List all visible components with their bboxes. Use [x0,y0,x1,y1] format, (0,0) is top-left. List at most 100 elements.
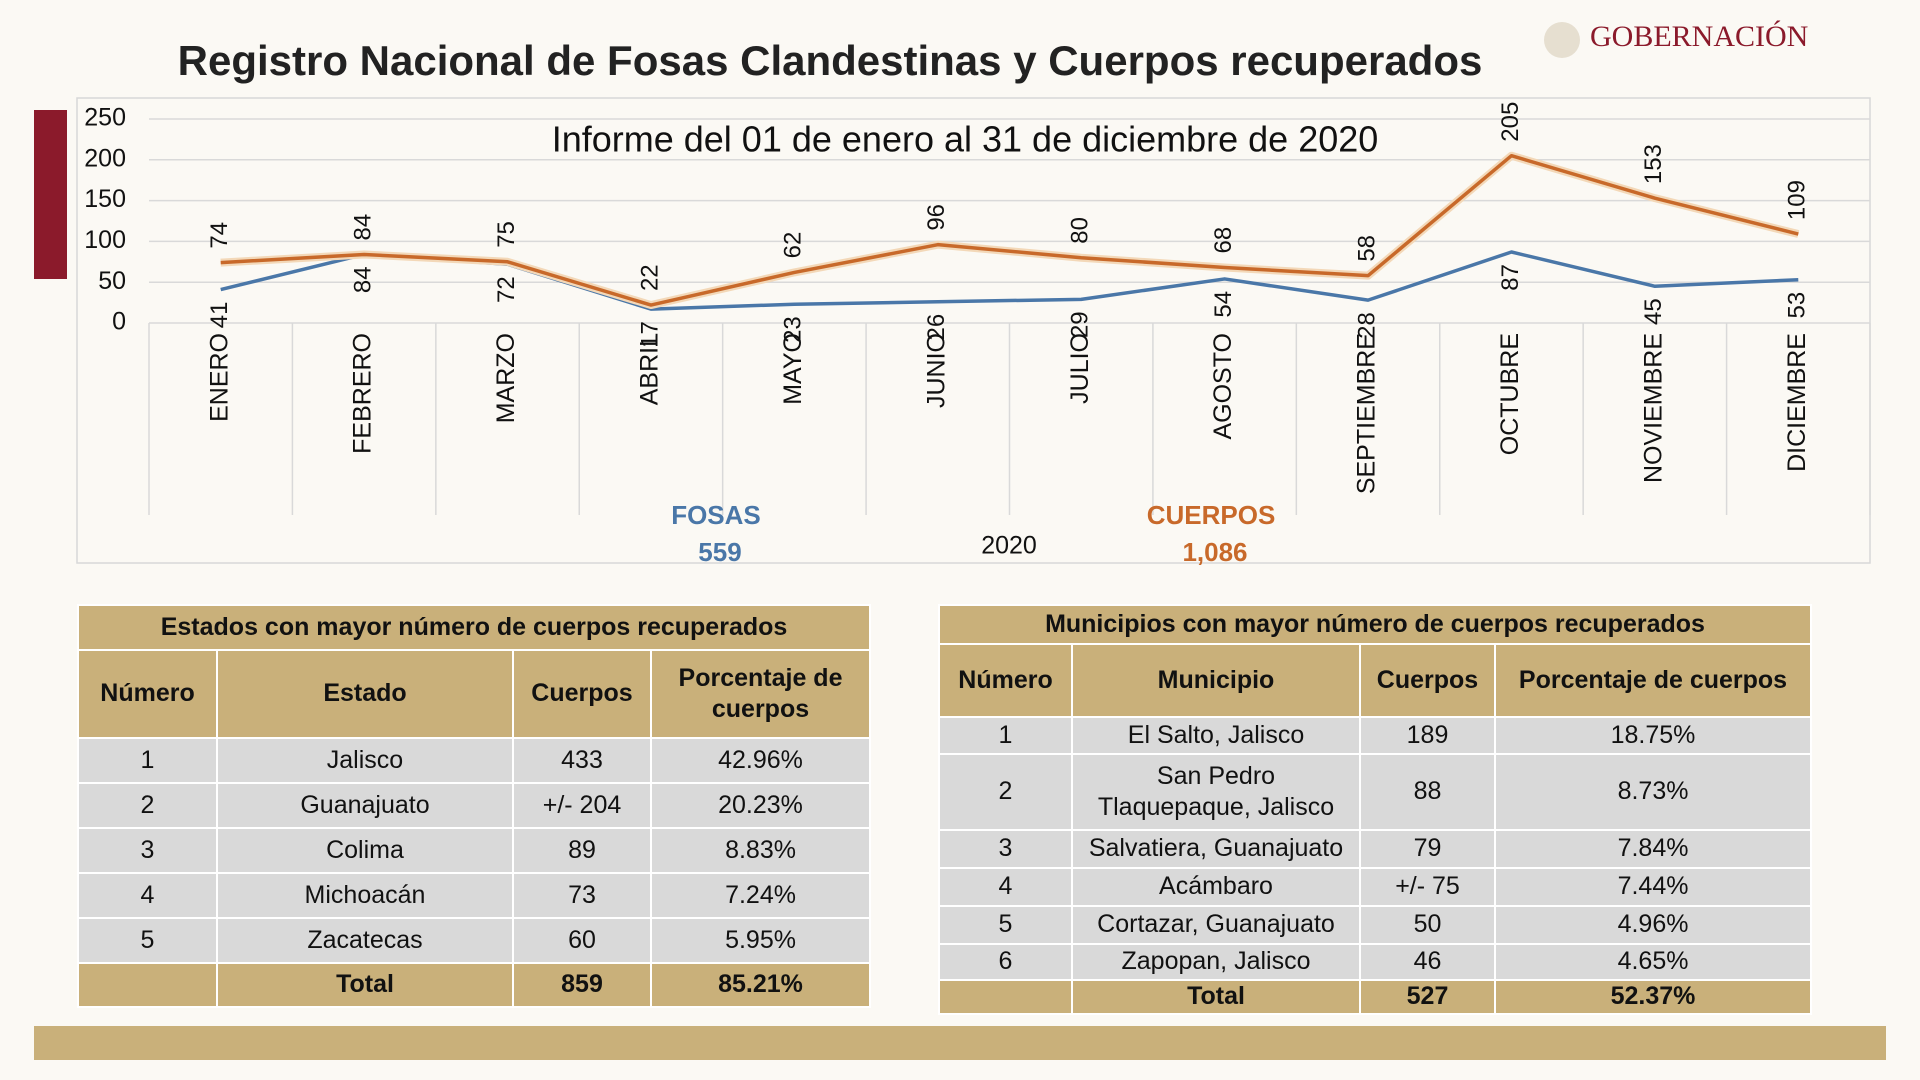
cell: 7.84% [1493,829,1813,869]
header-cell: Cuerpos [512,649,652,739]
title-row: Estados con mayor número de cuerpos recu… [76,604,872,651]
y-tick-label: 200 [84,144,126,172]
x-tick-label: NOVIEMBRE [1639,333,1667,483]
cell: 3 [938,829,1073,869]
data-label: 54 [1210,291,1237,318]
data-label: 29 [1067,311,1094,338]
x-tick-label: OCTUBRE [1496,333,1524,455]
table-title: Municipios con mayor número de cuerpos r… [937,604,1813,645]
cell: +/- 204 [512,782,652,829]
cell: 4.65% [1493,943,1813,981]
plot-frame [76,97,1871,564]
cell: Acámbaro [1071,867,1361,907]
y-tick-label: 0 [112,308,126,336]
x-tick-label: FEBRERO [349,333,377,454]
header-row: Número Estado Cuerpos Porcentaje de cuerpos [77,649,872,739]
data-label: 205 [1497,102,1524,142]
accent-bar [34,110,67,279]
y-tick-label: 100 [84,226,126,254]
x-tick-label: MAYO [779,333,807,405]
cell: 7.24% [649,872,872,919]
cell [938,979,1073,1015]
data-label: 17 [636,321,663,348]
cell: 2 [938,753,1073,831]
logo: GOBERNACIÓN [1590,20,1808,53]
data-row: 5 Zacatecas 60 5.95% [77,917,872,964]
cell: Zapopan, Jalisco [1071,943,1361,981]
cell: 6 [938,943,1073,981]
header-cell: Cuerpos [1359,643,1496,718]
legend-total: 1,086 [1182,537,1247,567]
cell: 7.44% [1493,867,1813,907]
data-label: 22 [636,264,663,291]
data-row: 2 Guanajuato +/- 204 20.23% [77,782,872,829]
cell: Jalisco [216,737,514,784]
header-row: Número Municipio Cuerpos Porcentaje de cuer… [938,643,1813,718]
x-tick-label: AGOSTO [1209,333,1237,440]
data-label: 87 [1497,264,1524,291]
total-cell: Total [1071,979,1361,1015]
header-cell: Número [77,649,218,739]
estados-table: Estados con mayor número de cuerpos recu… [76,604,872,1008]
data-row: 4 Acámbaro +/- 75 7.44% [938,867,1813,907]
data-row: 2 San Pedro Tlaquepaque, Jalisco 88 8.73% [938,753,1813,831]
x-tick-label: JUNIO [922,333,950,408]
data-label: 28 [1353,312,1380,339]
header-cell: Municipio [1071,643,1361,718]
cell: 8.73% [1493,753,1813,831]
data-label: 62 [780,232,807,259]
cell: 46 [1359,943,1496,981]
cell: 1 [938,716,1073,755]
cell: 5.95% [649,917,872,964]
total-row: Total 859 85.21% [77,962,872,1008]
legend-name: CUERPOS [1147,500,1276,530]
cell: Salvatiera, Guanajuato [1071,829,1361,869]
y-tick-label: 250 [84,104,126,132]
cell: 1 [77,737,218,784]
cell: 20.23% [649,782,872,829]
data-label: 72 [493,276,520,303]
x-tick-label: MARZO [492,333,520,423]
data-label: 45 [1640,298,1667,325]
cell: 8.83% [649,827,872,874]
cell: 2 [77,782,218,829]
data-label: 84 [349,266,376,293]
legend-total: 559 [698,537,741,567]
data-row: 3 Salvatiera, Guanajuato 79 7.84% [938,829,1813,869]
x-tick-label: JULIO [1066,333,1094,404]
x-axis-label: 2020 [981,532,1037,560]
data-label: 53 [1784,292,1811,319]
cell: Zacatecas [216,917,514,964]
series-line [220,153,1799,307]
footer-bar [34,1026,1886,1060]
title-row: Municipios con mayor número de cuerpos r… [937,604,1813,645]
total-cell: 85.21% [649,962,872,1008]
header-cell: Número [938,643,1073,718]
cell [77,962,218,1008]
total-cell: 527 [1359,979,1496,1015]
cell: 42.96% [649,737,872,784]
cell: San Pedro Tlaquepaque, Jalisco [1071,753,1361,831]
data-row: 4 Michoacán 73 7.24% [77,872,872,919]
data-row: 1 El Salto, Jalisco 189 18.75% [938,716,1813,755]
chart-title: Registro Nacional de Fosas Clandestinas … [178,37,1483,84]
cell: 79 [1359,829,1496,869]
cell: 5 [77,917,218,964]
municipios-table: Municipios con mayor número de cuerpos r… [937,604,1813,1015]
legend-name: FOSAS [671,500,761,530]
header-cell: Porcentaje de cuerpos [1493,643,1813,718]
x-tick-label: SEPTIEMBRE [1353,333,1381,494]
cell: 4 [77,872,218,919]
data-label: 96 [923,204,950,231]
x-tick-label: ENERO [205,333,233,422]
x-tick-label: ABRIL [636,333,664,405]
header-cell: Porcentaje de cuerpos [649,649,872,739]
cell: +/- 75 [1359,867,1496,907]
data-label: 23 [780,316,807,343]
cell: Michoacán [216,872,514,919]
cell: 89 [512,827,652,874]
cell: 3 [77,827,218,874]
data-label: 41 [206,302,233,329]
